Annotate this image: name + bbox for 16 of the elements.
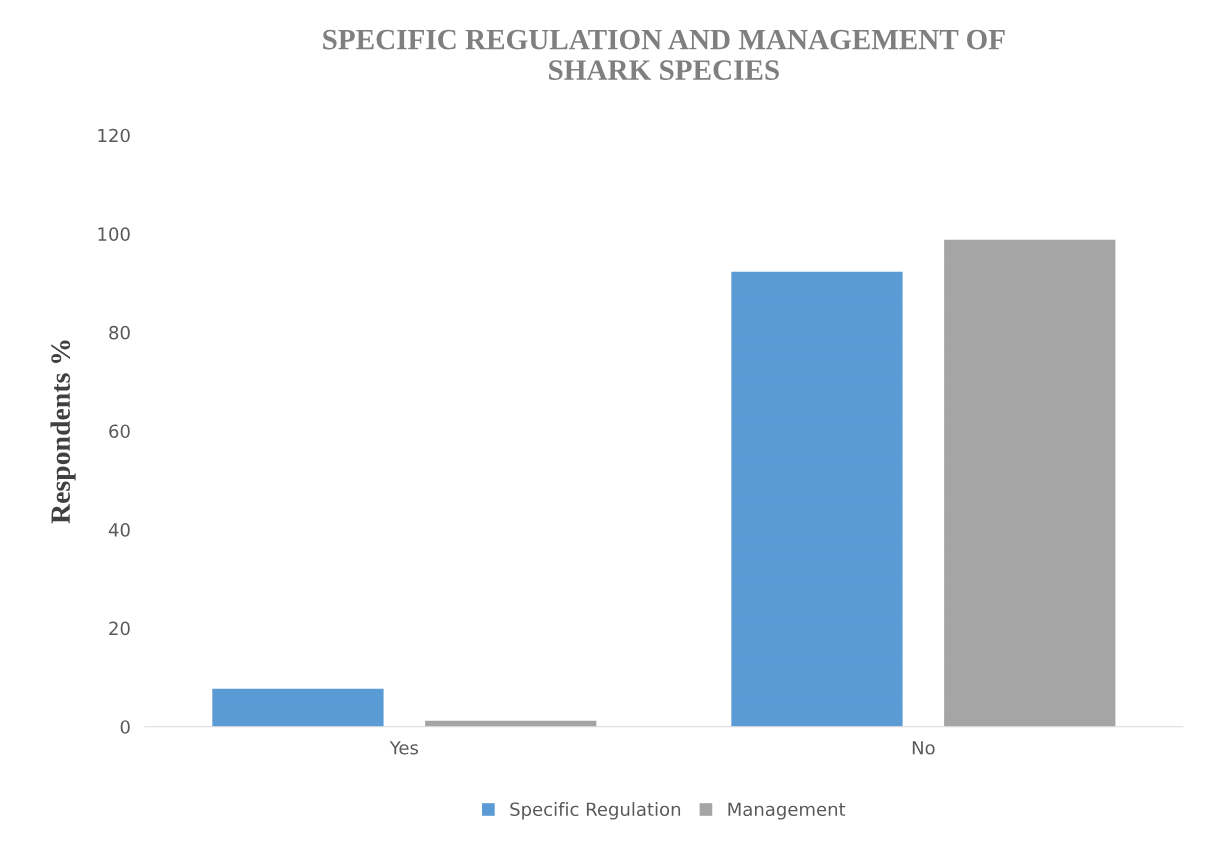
legend-label: Specific Regulation (510, 802, 681, 820)
y-tick-label: 80 (109, 325, 130, 340)
x-tick-label: No (912, 741, 935, 755)
legend-label: Management (728, 802, 846, 820)
bar (212, 688, 384, 727)
y-tick-label: 40 (108, 522, 130, 537)
y-tick-label: 20 (109, 621, 130, 636)
x-tick-label: Yes (389, 741, 419, 755)
y-tick-label: 0 (120, 720, 130, 734)
y-tick-label: 120 (98, 128, 130, 143)
bar (944, 239, 1116, 727)
y-axis-title: Respondents % (50, 340, 76, 524)
bar (731, 271, 903, 727)
y-tick-label: 100 (98, 227, 130, 241)
y-tick-label: 60 (109, 424, 130, 439)
chart-title: SPECIFIC REGULATION AND MANAGEMENT OF SHARK SPECIES (323, 29, 1005, 80)
